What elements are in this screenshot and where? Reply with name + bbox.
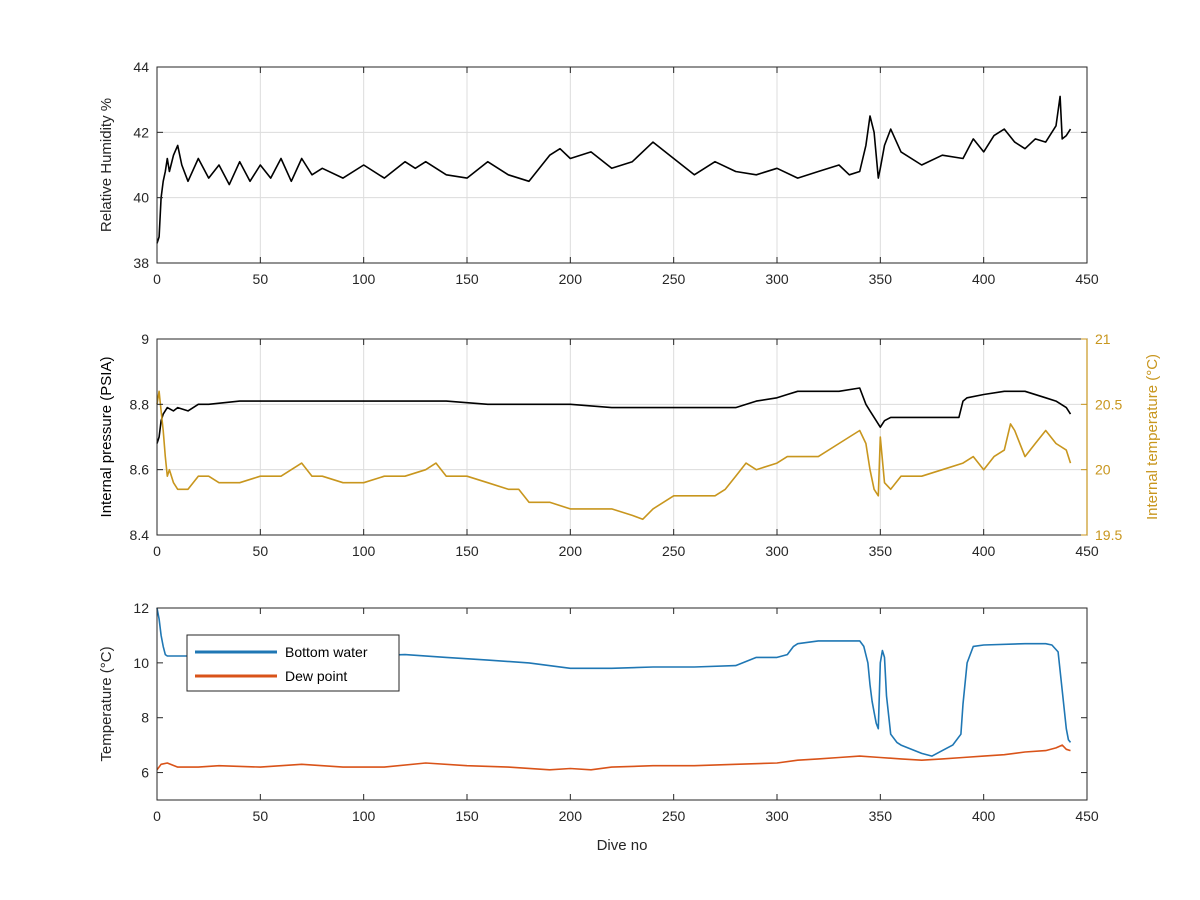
x-axis-label: Dive no bbox=[597, 837, 648, 854]
x-tick-label: 150 bbox=[455, 543, 479, 559]
gridlines bbox=[157, 339, 1087, 535]
x-tick-label: 0 bbox=[153, 543, 161, 559]
x-tick-label: 350 bbox=[869, 271, 893, 287]
y-tick-label: 12 bbox=[133, 600, 149, 616]
x-tick-label: 350 bbox=[869, 543, 893, 559]
x-tick-label: 450 bbox=[1075, 808, 1099, 824]
x-tick-label: 50 bbox=[253, 543, 269, 559]
right-y-tick-label: 21 bbox=[1095, 331, 1111, 347]
x-tick-label: 0 bbox=[153, 271, 161, 287]
y-axis-label: Relative Humidity % bbox=[98, 98, 115, 232]
x-tick-label: 200 bbox=[559, 808, 583, 824]
y-tick-label: 8.4 bbox=[130, 527, 150, 543]
x-tick-label: 250 bbox=[662, 808, 686, 824]
x-tick-label: 250 bbox=[662, 543, 686, 559]
x-tick-label: 450 bbox=[1075, 271, 1099, 287]
x-tick-label: 300 bbox=[765, 271, 789, 287]
x-tick-label: 50 bbox=[253, 271, 269, 287]
x-tick-label: 200 bbox=[559, 543, 583, 559]
legend-label: Bottom water bbox=[285, 644, 368, 660]
x-tick-label: 400 bbox=[972, 271, 996, 287]
series-line-1 bbox=[156, 387, 1072, 444]
y-tick-label: 42 bbox=[133, 124, 149, 140]
gridlines bbox=[157, 67, 1087, 263]
right-y-tick-label: 19.5 bbox=[1095, 527, 1122, 543]
legend-label: Dew point bbox=[285, 668, 347, 684]
y-tick-label: 38 bbox=[133, 255, 149, 271]
chart-panel-2: 0 50 100 150 200 250 300 350 400 450 8.4 8.6 8.8 9 19.… bbox=[98, 331, 1161, 559]
x-tick-label: 250 bbox=[662, 271, 686, 287]
x-tick-label: 450 bbox=[1075, 543, 1099, 559]
right-y-axis-label: Internal temperature (°C) bbox=[1144, 354, 1161, 520]
x-tick-label: 200 bbox=[559, 271, 583, 287]
x-tick-label: 400 bbox=[972, 543, 996, 559]
panels: 0 50 100 150 200 250 300 350 400 45038404244Relat… bbox=[98, 59, 1161, 854]
x-tick-label: 400 bbox=[972, 808, 996, 824]
y-axis-label: Internal pressure (PSIA) bbox=[98, 357, 115, 518]
x-tick-label: 50 bbox=[253, 808, 269, 824]
right-y-tick-label: 20.5 bbox=[1095, 396, 1122, 412]
y-tick-label: 10 bbox=[133, 655, 149, 671]
y-tick-label: 8.6 bbox=[130, 462, 150, 478]
x-tick-label: 350 bbox=[869, 808, 893, 824]
series-line-2 bbox=[156, 390, 1072, 521]
series-dew-point bbox=[156, 744, 1071, 771]
axes-box bbox=[156, 607, 1088, 801]
x-tick-label: 150 bbox=[455, 808, 479, 824]
x-tick-label: 0 bbox=[153, 808, 161, 824]
x-tick-label: 300 bbox=[765, 808, 789, 824]
series-line-1 bbox=[156, 95, 1072, 244]
legend: Bottom water Dew point bbox=[186, 634, 400, 692]
x-tick-label: 300 bbox=[765, 543, 789, 559]
y-tick-label: 8 bbox=[141, 710, 149, 726]
legend-box bbox=[186, 634, 400, 692]
x-tick-label: 100 bbox=[352, 543, 376, 559]
y-tick-label: 8.8 bbox=[130, 396, 150, 412]
x-tick-label: 100 bbox=[352, 271, 376, 287]
right-y-tick-label: 20 bbox=[1095, 462, 1111, 478]
x-tick-label: 150 bbox=[455, 271, 479, 287]
y-axis-label: Temperature (°C) bbox=[98, 646, 115, 761]
chart-panel-1: 0 50 100 150 200 250 300 350 400 450 38 40 42 44 Relat… bbox=[98, 59, 1099, 287]
x-tick-label: 100 bbox=[352, 808, 376, 824]
y-tick-label: 9 bbox=[141, 331, 149, 347]
y-tick-label: 40 bbox=[133, 190, 149, 206]
y-tick-label: 44 bbox=[133, 59, 149, 75]
y-tick-label: 6 bbox=[141, 765, 149, 781]
axes-box bbox=[156, 66, 1088, 264]
chart-panel-3: 0 50 100 150 200 250 300 350 400 450 6 8 10 12 Tempera… bbox=[98, 600, 1099, 854]
